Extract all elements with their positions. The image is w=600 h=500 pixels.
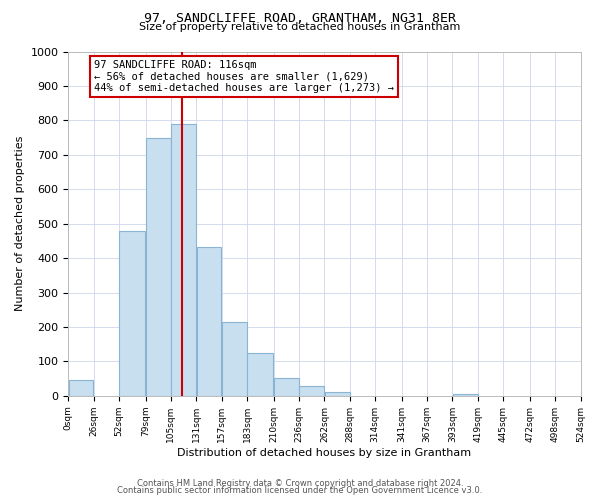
Bar [171, 124, 196, 396]
Bar [325, 392, 350, 396]
Bar [274, 378, 299, 396]
Bar [452, 394, 478, 396]
Text: 97, SANDCLIFFE ROAD, GRANTHAM, NG31 8ER: 97, SANDCLIFFE ROAD, GRANTHAM, NG31 8ER [144, 12, 456, 24]
Bar [119, 230, 145, 396]
Y-axis label: Number of detached properties: Number of detached properties [15, 136, 25, 312]
Text: Size of property relative to detached houses in Grantham: Size of property relative to detached ho… [139, 22, 461, 32]
X-axis label: Distribution of detached houses by size in Grantham: Distribution of detached houses by size … [178, 448, 472, 458]
Bar [222, 322, 247, 396]
Text: Contains HM Land Registry data © Crown copyright and database right 2024.: Contains HM Land Registry data © Crown c… [137, 478, 463, 488]
Bar [299, 386, 324, 396]
Bar [247, 353, 273, 396]
Text: Contains public sector information licensed under the Open Government Licence v3: Contains public sector information licen… [118, 486, 482, 495]
Bar [197, 247, 221, 396]
Bar [146, 138, 170, 396]
Bar [68, 380, 94, 396]
Text: 97 SANDCLIFFE ROAD: 116sqm
← 56% of detached houses are smaller (1,629)
44% of s: 97 SANDCLIFFE ROAD: 116sqm ← 56% of deta… [94, 60, 394, 94]
